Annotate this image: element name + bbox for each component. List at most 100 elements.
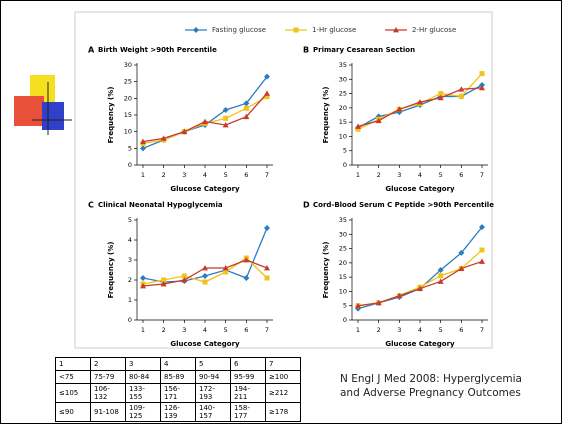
table-cell: 133-155 [125, 383, 161, 403]
x-axis-label: Glucose Category [385, 185, 455, 193]
x-tick-label: 3 [397, 171, 401, 179]
x-tick-label: 1 [356, 171, 360, 179]
point [161, 277, 167, 283]
y-axis-label: Frequency (%) [107, 87, 115, 144]
table-row: ≤105 106-132 133-155 156-171 172-193 194-211 ≥… [55, 383, 301, 403]
y-tick-label: 5 [128, 216, 132, 224]
point [479, 258, 485, 264]
y-tick-label: 2 [128, 276, 132, 284]
point [264, 73, 270, 80]
point [202, 118, 208, 125]
table-cell: <75 [55, 370, 91, 384]
table-cell: ≥212 [265, 383, 301, 403]
x-tick-label: 1 [141, 326, 145, 334]
point [438, 91, 444, 97]
point [202, 279, 208, 285]
point [181, 273, 187, 279]
y-tick-label: 3 [128, 256, 132, 264]
point [264, 275, 270, 281]
x-tick-label: 5 [224, 171, 228, 179]
point [458, 265, 465, 271]
point [243, 105, 249, 111]
point [355, 126, 361, 132]
x-tick-label: 3 [182, 171, 186, 179]
y-tick-label: 30 [124, 61, 132, 69]
point [355, 123, 361, 129]
y-tick-label: 25 [339, 90, 347, 98]
point [264, 265, 270, 271]
panel-title: Birth Weight >90th Percentile [98, 46, 217, 54]
legend-label: 1-Hr glucose [312, 26, 356, 34]
point [437, 267, 444, 273]
point [140, 138, 146, 145]
point [181, 128, 188, 135]
table-cell: 3 [125, 357, 161, 371]
table-cell: 80-84 [125, 370, 161, 384]
table-cell: 5 [195, 357, 231, 371]
point [396, 106, 403, 112]
y-tick-label: 10 [339, 287, 347, 295]
point [458, 249, 465, 256]
x-tick-label: 6 [459, 171, 463, 179]
table-cell: 95-99 [230, 370, 266, 384]
x-tick-label: 5 [439, 171, 443, 179]
y-axis-label: Frequency (%) [107, 242, 115, 299]
x-tick-label: 3 [182, 326, 186, 334]
point [140, 275, 146, 281]
point [243, 257, 250, 263]
x-axis-label: Glucose Category [385, 340, 455, 348]
point [202, 273, 208, 279]
point [243, 113, 250, 120]
x-axis-label: Glucose Category [170, 340, 240, 348]
y-tick-label: 35 [339, 216, 347, 224]
point [458, 93, 464, 99]
table-cell: 156-171 [160, 383, 196, 403]
point [243, 275, 250, 281]
legend-label: 2-Hr glucose [412, 26, 456, 34]
point [140, 145, 146, 152]
x-tick-label: 6 [459, 326, 463, 334]
x-tick-label: 2 [377, 171, 381, 179]
table-cell: 172-193 [195, 383, 231, 403]
point [375, 299, 382, 306]
table-cell: 140-157 [195, 402, 231, 422]
y-tick-label: 20 [339, 259, 347, 267]
glucose-table: 1 2 3 4 5 6 7 <75 75-79 80-84 85-89 90-94 95-99 ≥100 ≤… [55, 357, 301, 422]
y-tick-label: 25 [124, 78, 132, 86]
point [202, 265, 208, 271]
table-cell: 7 [265, 357, 301, 371]
table-cell: 2 [90, 357, 126, 371]
x-tick-label: 4 [418, 326, 422, 334]
table-cell: ≤105 [55, 383, 91, 403]
figure-frame [74, 11, 493, 349]
table-cell: 106-132 [90, 383, 126, 403]
point [222, 122, 229, 128]
x-tick-label: 2 [377, 326, 381, 334]
point [417, 99, 423, 105]
y-tick-label: 4 [128, 236, 132, 244]
y-tick-label: 10 [124, 128, 132, 136]
x-tick-label: 4 [418, 171, 422, 179]
y-tick-label: 10 [339, 132, 347, 140]
table-cell: ≤90 [55, 402, 91, 422]
table-cell: 158-177 [230, 402, 266, 422]
point [479, 247, 485, 253]
logo [14, 75, 72, 135]
point [293, 27, 299, 33]
y-tick-label: 20 [124, 94, 132, 102]
y-tick-label: 1 [128, 296, 132, 304]
x-tick-label: 2 [162, 326, 166, 334]
y-tick-label: 25 [339, 245, 347, 253]
table-row: <75 75-79 80-84 85-89 90-94 95-99 ≥100 [55, 370, 301, 384]
point [160, 281, 167, 287]
y-tick-label: 20 [339, 104, 347, 112]
panel-label: A [88, 46, 95, 55]
y-tick-label: 0 [343, 161, 347, 169]
point [222, 107, 229, 113]
table-cell: 91-108 [90, 402, 126, 422]
point [223, 115, 229, 121]
y-tick-label: 0 [128, 316, 132, 324]
point [160, 135, 167, 141]
x-tick-label: 3 [397, 326, 401, 334]
